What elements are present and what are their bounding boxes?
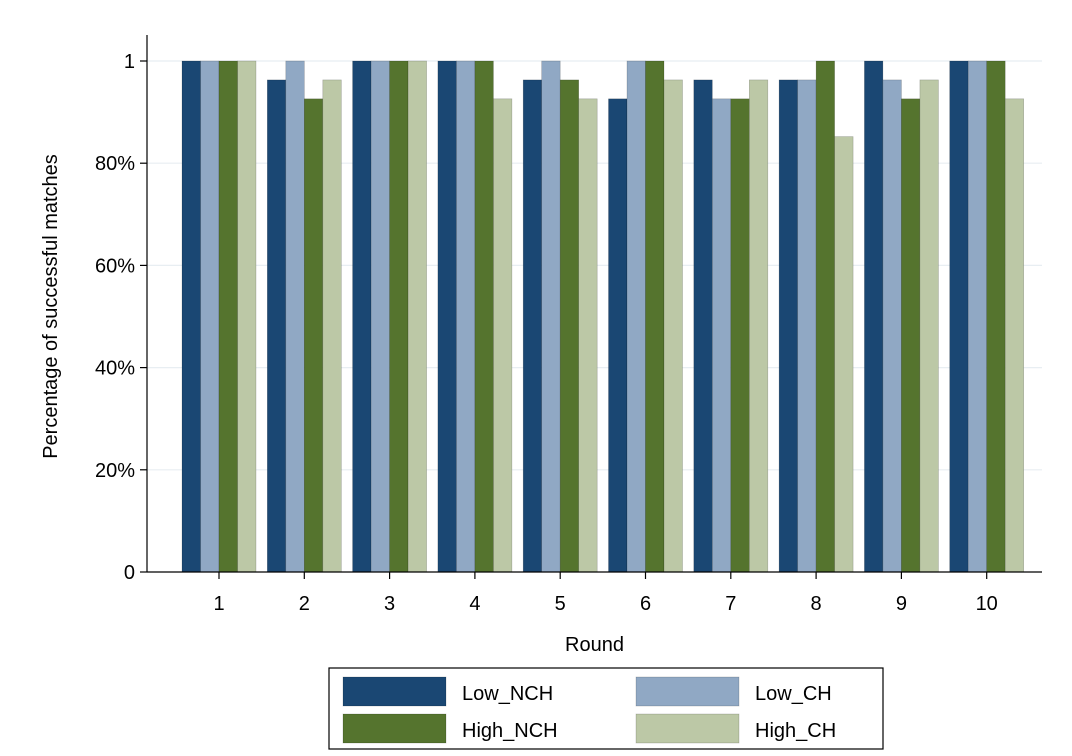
bar-low-nch-round-3 (352, 60, 372, 573)
x-tick-label: 3 (384, 593, 395, 615)
y-tick-label: 40% (95, 358, 135, 380)
bar-high-nch-round-9 (901, 98, 921, 573)
bar-high-nch-round-8 (815, 60, 835, 573)
x-tick-label: 8 (811, 593, 822, 615)
bar-low-ch-round-10 (967, 60, 988, 573)
bar-low-ch-round-8 (797, 79, 817, 573)
bar-high-ch-round-3 (407, 60, 427, 573)
bar-high-ch-round-9 (919, 79, 939, 573)
bars (181, 60, 1025, 573)
x-tick-label: 5 (555, 593, 566, 615)
bar-low-ch-round-2 (285, 60, 305, 573)
bar-high-nch-round-6 (645, 60, 665, 573)
x-tick-label: 1 (213, 593, 224, 615)
bar-low-ch-round-5 (541, 60, 561, 573)
y-axis-ticks: 0 20% 40% 60% 80% 1 (95, 51, 147, 584)
x-axis-title: Round (565, 634, 624, 656)
bar-low-ch-round-9 (882, 79, 902, 573)
bar-low-nch-round-9 (864, 60, 884, 573)
bar-low-nch-round-5 (522, 79, 543, 573)
bar-high-ch-round-10 (1004, 98, 1025, 573)
legend-swatch-high-nch (342, 713, 447, 744)
legend-label-low-ch: Low_CH (755, 683, 832, 705)
bar-high-ch-round-7 (748, 79, 769, 573)
y-tick-label: 0 (124, 562, 135, 584)
bar-low-ch-round-6 (626, 60, 646, 573)
bar-low-nch-round-10 (949, 60, 969, 573)
x-tick-label: 2 (299, 593, 310, 615)
x-tick-label: 7 (725, 593, 736, 615)
bar-high-ch-round-8 (834, 136, 854, 573)
y-tick-label: 20% (95, 460, 135, 482)
bar-high-nch-round-2 (303, 98, 324, 573)
legend: Low_NCH Low_CH High_NCH High_CH (328, 667, 884, 750)
legend-label-high-ch: High_CH (755, 720, 836, 742)
x-tick-label: 4 (469, 593, 480, 615)
x-axis-ticks: 1 2 3 4 5 6 7 8 9 10 (213, 572, 998, 615)
y-tick-label: 60% (95, 255, 135, 277)
legend-label-low-nch: Low_NCH (462, 683, 553, 705)
bar-low-ch-round-3 (370, 60, 390, 573)
x-tick-label: 6 (640, 593, 651, 615)
x-tick-label: 10 (976, 593, 998, 615)
bar-low-nch-round-2 (266, 79, 287, 573)
bar-high-nch-round-10 (986, 60, 1006, 573)
bar-high-ch-round-5 (578, 98, 598, 573)
x-tick-label: 9 (896, 593, 907, 615)
bar-high-ch-round-6 (663, 79, 683, 573)
bar-high-ch-round-4 (493, 98, 513, 573)
bar-low-nch-round-6 (608, 98, 628, 573)
bar-low-ch-round-7 (711, 98, 732, 573)
bar-low-ch-round-1 (200, 60, 220, 573)
bar-low-ch-round-4 (456, 60, 476, 573)
y-tick-label: 80% (95, 153, 135, 175)
bar-high-ch-round-1 (237, 60, 257, 573)
bar-low-nch-round-1 (181, 60, 201, 573)
bar-low-nch-round-4 (437, 60, 457, 573)
bar-high-nch-round-4 (474, 60, 494, 573)
bar-low-nch-round-7 (693, 79, 713, 573)
bar-low-nch-round-8 (778, 79, 798, 573)
y-axis-title: Percentage of successful matches (40, 154, 62, 459)
legend-swatch-high-ch (635, 713, 740, 744)
bar-high-nch-round-7 (730, 98, 750, 573)
legend-swatch-low-nch (342, 676, 447, 707)
y-tick-label: 1 (124, 51, 135, 73)
bar-high-nch-round-1 (218, 60, 238, 573)
legend-swatch-low-ch (635, 676, 740, 707)
bar-high-nch-round-5 (559, 79, 580, 573)
bar-high-ch-round-2 (322, 79, 342, 573)
legend-label-high-nch: High_NCH (462, 720, 558, 742)
bar-high-nch-round-3 (389, 60, 409, 573)
